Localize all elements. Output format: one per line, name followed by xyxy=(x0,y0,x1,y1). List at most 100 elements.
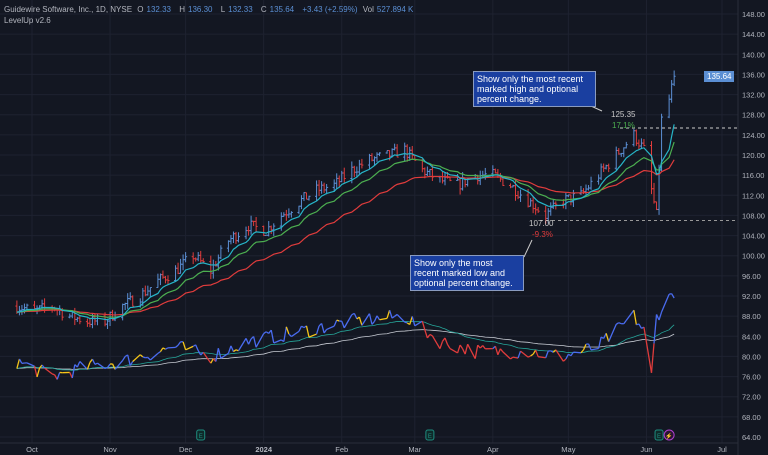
oscillator-segment xyxy=(568,353,572,357)
y-tick-label: 136.00 xyxy=(742,70,765,79)
ohlc-bar xyxy=(403,142,407,162)
oscillator-segment xyxy=(305,325,310,338)
oscillator-segment xyxy=(638,323,642,329)
oscillator-segment xyxy=(535,349,539,357)
oscillator-segment xyxy=(660,293,670,313)
oscillator-segment xyxy=(580,349,584,354)
oscillator-segment xyxy=(538,356,546,359)
oscillator-segment xyxy=(424,329,428,339)
ohlc-bar xyxy=(622,147,626,158)
ohlc-bar xyxy=(367,153,371,170)
oscillator-segment xyxy=(283,326,287,342)
oscillator-segment xyxy=(421,321,426,331)
ohlc-bar xyxy=(196,251,200,262)
ohlc-bar xyxy=(234,231,238,244)
high-annotation[interactable]: Show only the most recent marked high an… xyxy=(473,71,596,107)
oscillator-segment xyxy=(650,343,655,373)
ohlc-bar xyxy=(174,265,178,282)
indicator-title[interactable]: LevelUp v2.6 xyxy=(4,16,51,25)
ohlc-bar xyxy=(443,172,447,186)
oscillator-segment xyxy=(379,317,388,321)
oscillator-segment xyxy=(494,346,499,355)
ohlc-bar xyxy=(320,181,324,194)
oscillator-segment xyxy=(235,349,239,352)
oscillator-segment xyxy=(308,333,317,338)
y-tick-label: 108.00 xyxy=(742,211,765,220)
ohlc-bar xyxy=(307,195,311,201)
y-tick-label: 96.00 xyxy=(742,272,761,281)
low-value: 132.33 xyxy=(228,5,253,14)
oscillator-segment xyxy=(555,349,564,362)
y-tick-label: 88.00 xyxy=(742,312,761,321)
oscillator-segment xyxy=(411,316,416,326)
close-value: 135.64 xyxy=(269,5,295,14)
ohlc-bar xyxy=(304,192,308,200)
ohlc-bar xyxy=(317,179,321,197)
y-tick-label: 76.00 xyxy=(742,373,761,382)
y-tick-label: 104.00 xyxy=(742,232,765,241)
ohlc-bar xyxy=(244,226,248,240)
oscillator-segment xyxy=(182,341,187,350)
oscillator-segment xyxy=(36,367,41,378)
oscillator-segment xyxy=(26,362,35,367)
oscillator-segment xyxy=(94,362,98,365)
oscillator-segment xyxy=(147,356,151,361)
oscillator-segment xyxy=(104,366,108,370)
ohlc-bar xyxy=(325,184,329,195)
ohlc-bar xyxy=(297,205,301,215)
ohlc-bar xyxy=(158,273,162,286)
oscillator-segment xyxy=(636,323,640,326)
oscillator-segment xyxy=(122,356,126,361)
ohlc-bar xyxy=(267,221,271,237)
ohlc-bar xyxy=(85,318,89,327)
high-label: H xyxy=(179,5,186,14)
ohlc-bar xyxy=(519,189,523,203)
oscillator-segment xyxy=(510,356,514,360)
ohlc-bar xyxy=(549,202,553,216)
oscillator-segment xyxy=(139,354,144,358)
oscillator-signal-line xyxy=(16,320,675,372)
marked-low-value: 107.00 xyxy=(529,219,554,228)
close-label: C xyxy=(260,5,267,14)
oscillator-segment xyxy=(247,338,252,345)
low-annotation[interactable]: Show only the most recent marked low and… xyxy=(410,255,524,291)
ohlc-bar xyxy=(534,203,538,215)
earnings-event-icon[interactable]: E xyxy=(425,429,435,441)
ohlc-bar xyxy=(181,254,185,271)
ohlc-bar xyxy=(649,141,653,195)
oscillator-segment xyxy=(79,361,88,370)
earnings-event-icon[interactable]: E xyxy=(196,429,206,441)
oscillator-segment xyxy=(618,322,622,325)
oscillator-segment xyxy=(482,345,486,350)
ohlc-bar xyxy=(642,138,646,147)
oscillator-segment xyxy=(597,336,602,349)
oscillator-segment xyxy=(550,350,554,353)
oscillator-segment xyxy=(132,354,141,362)
marked-high-value: 125.35 xyxy=(611,110,636,119)
oscillator-segment xyxy=(573,351,582,354)
oscillator-segment xyxy=(54,374,58,380)
ohlc-bar xyxy=(184,252,188,263)
oscillator-segment xyxy=(499,348,504,353)
oscillator-segment xyxy=(270,330,275,344)
ohlc-bar xyxy=(599,163,603,181)
last-price-tag: 135.64 xyxy=(704,71,735,82)
x-tick-label: Nov xyxy=(103,445,117,454)
svg-text:E: E xyxy=(657,434,661,440)
oscillator-segment xyxy=(301,325,305,329)
oscillator-segment xyxy=(444,337,449,345)
oscillator-segment xyxy=(217,348,222,359)
oscillator-segment xyxy=(341,320,345,329)
oscillator-segment xyxy=(56,372,61,380)
oscillator-slow-line xyxy=(16,329,675,370)
dividend-event-icon[interactable]: ⚡ xyxy=(663,429,675,441)
oscillator-segment xyxy=(227,345,232,354)
ohlc-bar xyxy=(405,144,409,162)
earnings-event-icon[interactable]: E xyxy=(654,429,664,441)
y-tick-label: 132.00 xyxy=(742,91,765,100)
ohlc-bar xyxy=(226,240,230,253)
ohlc-bar xyxy=(254,217,258,232)
oscillator-segment xyxy=(391,315,396,319)
ohlc-bar xyxy=(78,315,82,325)
